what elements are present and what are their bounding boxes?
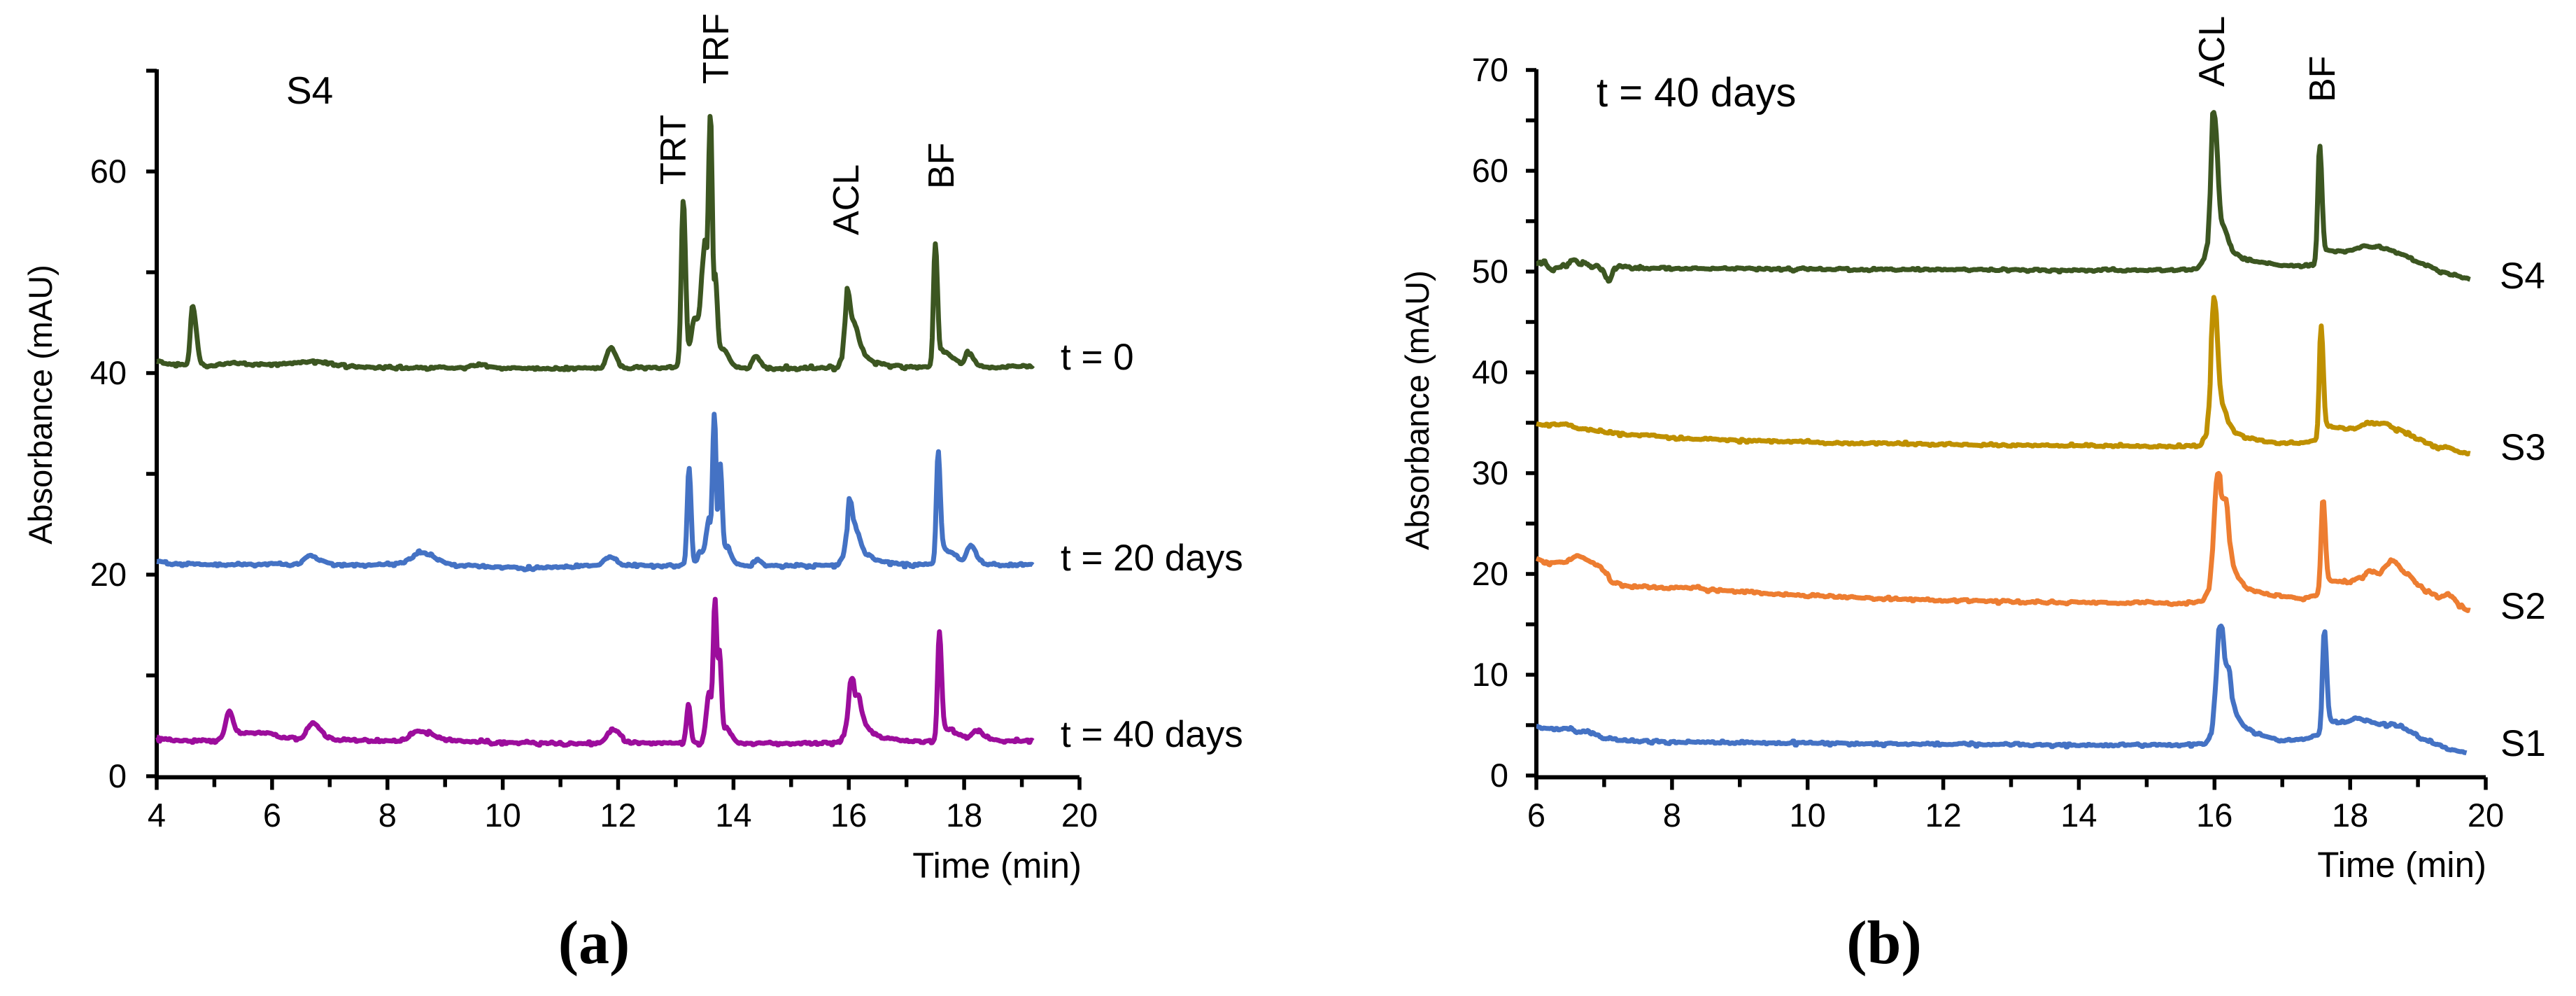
svg-text:18: 18 <box>2332 797 2368 834</box>
svg-text:16: 16 <box>830 797 867 834</box>
svg-text:14: 14 <box>2060 797 2097 834</box>
svg-text:12: 12 <box>1925 797 1961 834</box>
svg-text:14: 14 <box>715 797 751 834</box>
svg-text:S3: S3 <box>2500 427 2546 468</box>
svg-text:12: 12 <box>600 797 636 834</box>
svg-text:t = 0: t = 0 <box>1061 337 1134 378</box>
svg-text:6: 6 <box>1527 797 1545 834</box>
svg-text:ACL: ACL <box>2192 16 2232 87</box>
svg-text:18: 18 <box>946 797 982 834</box>
svg-text:8: 8 <box>1663 797 1681 834</box>
svg-text:10: 10 <box>484 797 521 834</box>
svg-text:t = 20 days: t = 20 days <box>1061 538 1243 579</box>
svg-text:4: 4 <box>148 797 166 834</box>
svg-text:Absorbance (mAU): Absorbance (mAU) <box>1399 270 1436 550</box>
svg-text:16: 16 <box>2196 797 2232 834</box>
svg-text:20: 20 <box>1061 797 1098 834</box>
svg-text:TRT: TRT <box>653 115 694 185</box>
svg-text:50: 50 <box>1472 253 1508 290</box>
svg-text:30: 30 <box>1472 454 1508 491</box>
svg-text:Absorbance (mAU): Absorbance (mAU) <box>22 265 59 545</box>
svg-text:ACL: ACL <box>826 164 867 235</box>
svg-text:Time (min): Time (min) <box>2317 845 2486 885</box>
svg-text:20: 20 <box>90 556 127 593</box>
svg-text:TRF: TRF <box>696 13 737 84</box>
svg-text:S4: S4 <box>286 69 333 112</box>
svg-text:t = 40 days: t = 40 days <box>1597 70 1796 115</box>
svg-text:Time (min): Time (min) <box>912 846 1082 885</box>
svg-text:BF: BF <box>921 143 962 189</box>
svg-text:S2: S2 <box>2500 586 2546 627</box>
svg-text:60: 60 <box>90 153 127 190</box>
svg-text:(a): (a) <box>558 909 630 977</box>
svg-text:(b): (b) <box>1846 909 1922 977</box>
svg-text:20: 20 <box>1472 555 1508 592</box>
svg-text:20: 20 <box>2468 797 2504 834</box>
svg-text:40: 40 <box>90 354 127 391</box>
svg-text:0: 0 <box>1490 757 1508 794</box>
svg-text:70: 70 <box>1472 51 1508 88</box>
svg-text:60: 60 <box>1472 152 1508 189</box>
svg-text:t = 40 days: t = 40 days <box>1061 714 1243 755</box>
svg-text:S1: S1 <box>2500 723 2546 764</box>
svg-text:6: 6 <box>263 797 281 834</box>
svg-text:S4: S4 <box>2500 255 2545 297</box>
svg-text:8: 8 <box>378 797 397 834</box>
svg-text:10: 10 <box>1472 656 1508 693</box>
svg-text:40: 40 <box>1472 353 1508 391</box>
svg-text:10: 10 <box>1790 797 1826 834</box>
svg-text:0: 0 <box>108 757 127 794</box>
svg-text:BF: BF <box>2302 56 2343 102</box>
